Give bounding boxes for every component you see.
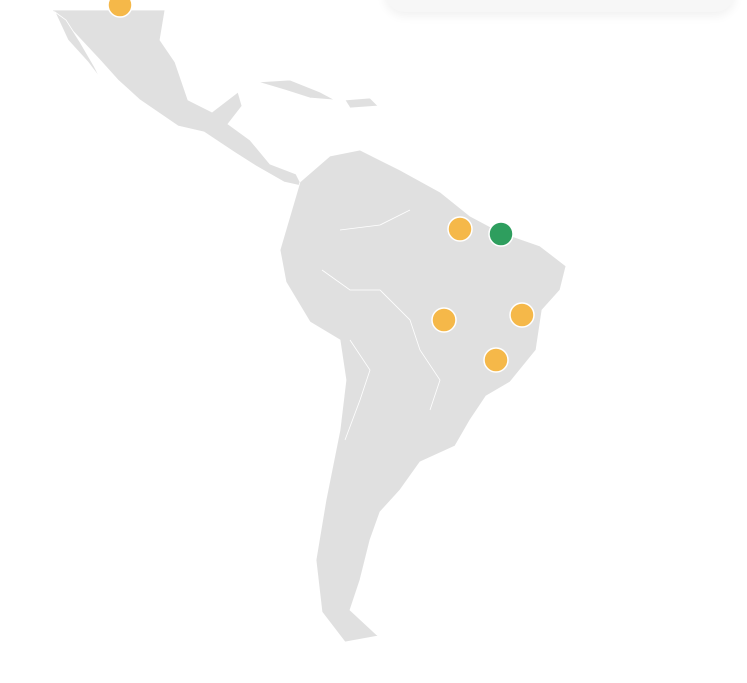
- markers: [107, 0, 535, 373]
- map-marker-warning[interactable]: [107, 0, 133, 18]
- map-marker-warning[interactable]: [483, 347, 509, 373]
- country-borders: [321, 209, 441, 441]
- map-marker-warning[interactable]: [447, 216, 473, 242]
- map-marker-warning[interactable]: [431, 307, 457, 333]
- land: [51, 9, 567, 643]
- map-marker-warning[interactable]: [509, 302, 535, 328]
- cuba: [257, 79, 336, 101]
- overlay-panel: [385, 0, 735, 12]
- mexico-central-america: [51, 9, 303, 187]
- baja-california: [53, 10, 101, 79]
- hispaniola: [344, 97, 379, 109]
- south-america: [279, 149, 567, 643]
- map-marker-ok[interactable]: [488, 221, 514, 247]
